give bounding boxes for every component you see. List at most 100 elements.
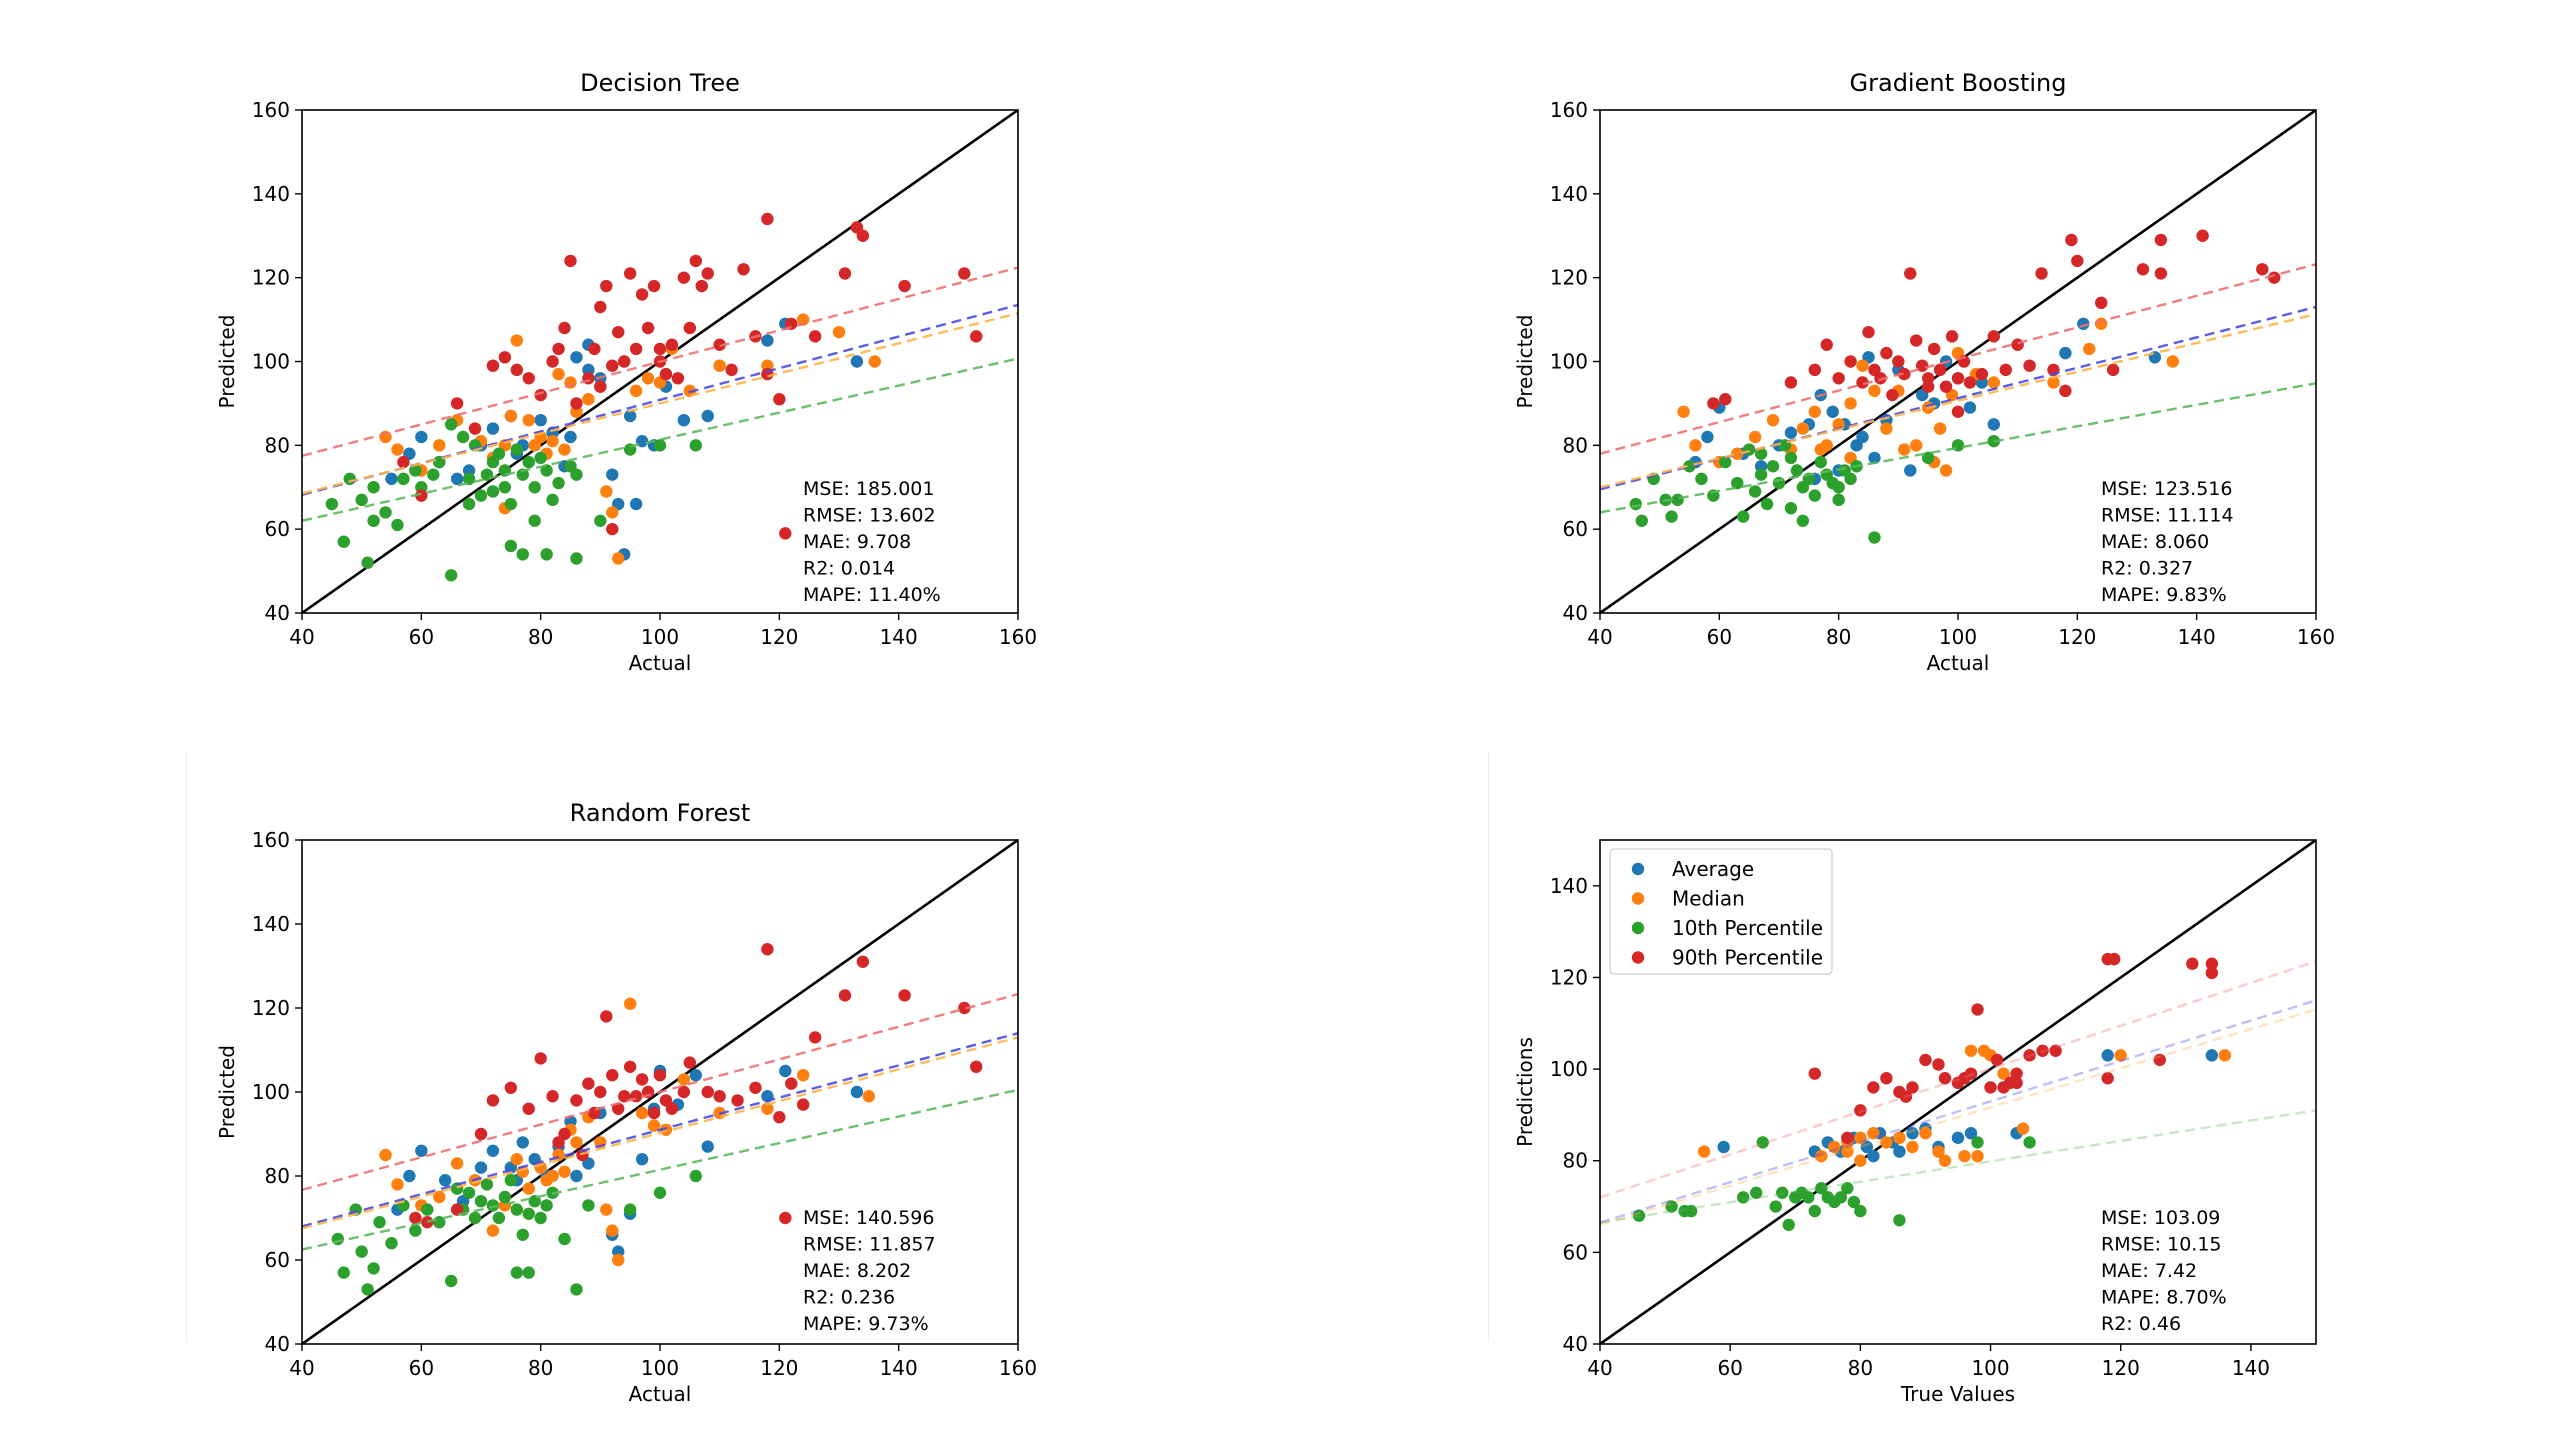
point-p90 <box>2196 229 2209 242</box>
point-p90 <box>594 380 607 393</box>
metric-text: RMSE: 11.114 <box>2101 505 2234 527</box>
point-median <box>612 552 625 565</box>
point-p10 <box>367 1262 380 1275</box>
point-average <box>1860 1140 1874 1154</box>
legend-marker-average <box>1631 862 1645 876</box>
point-p90 <box>486 1094 500 1107</box>
point-median <box>1880 422 1893 435</box>
point-p10 <box>1815 1182 1828 1195</box>
point-p90 <box>1841 1131 1854 1145</box>
x-axis-label: Actual <box>629 651 692 675</box>
point-median <box>2114 1049 2127 1062</box>
point-p10 <box>1635 514 1648 527</box>
point-p10 <box>1868 531 1881 544</box>
y-tick-label: 120 <box>252 996 290 1020</box>
legend-label-p90: 90th Percentile <box>1672 946 1823 970</box>
plot-frame <box>1599 839 2317 1345</box>
point-p10 <box>325 497 339 511</box>
point-median <box>1689 439 1702 452</box>
point-p90 <box>2023 1049 2036 1062</box>
point-average <box>689 1069 702 1082</box>
point-p10 <box>1802 1191 1815 1204</box>
point-p90 <box>1844 355 1857 368</box>
point-p10 <box>504 497 518 511</box>
point-p90 <box>1921 380 1935 393</box>
trendline-median <box>302 1036 1018 1230</box>
point-median <box>623 997 637 1010</box>
trendline-average <box>1600 305 2316 491</box>
point-p90 <box>564 254 577 268</box>
y-tick-label: 140 <box>1550 182 1588 206</box>
point-p90 <box>415 489 428 502</box>
point-average <box>516 1136 529 1149</box>
point-p10 <box>1784 502 1798 515</box>
metric-text: MAPE: 11.40% <box>803 584 941 606</box>
point-p90 <box>677 1085 691 1099</box>
point-p90 <box>522 372 535 385</box>
y-tick-label: 40 <box>1563 601 1588 625</box>
metric-text: MAE: 8.202 <box>803 1260 911 1282</box>
point-median <box>1919 1127 1932 1140</box>
point-p90 <box>486 359 500 372</box>
y-tick-label: 140 <box>252 182 290 206</box>
point-p90 <box>683 1056 697 1069</box>
y-tick-label: 160 <box>1550 98 1588 122</box>
point-p90 <box>1784 376 1798 389</box>
trendline-average <box>302 303 1018 496</box>
point-median <box>862 1090 876 1103</box>
point-p90 <box>737 263 750 276</box>
point-p10 <box>367 514 380 527</box>
point-p90 <box>665 1102 679 1116</box>
point-median <box>2047 376 2060 389</box>
point-median <box>1731 447 1744 460</box>
point-average <box>2101 1049 2114 1062</box>
point-p10 <box>516 548 529 561</box>
point-median <box>629 384 643 398</box>
point-p10 <box>409 464 422 477</box>
point-median <box>1808 405 1822 418</box>
point-p90 <box>725 363 738 377</box>
point-p90 <box>552 1136 565 1149</box>
point-average <box>1904 464 1917 477</box>
point-p90 <box>665 338 679 351</box>
point-p10 <box>1760 497 1774 511</box>
point-p90 <box>1984 1081 1997 1094</box>
y-tick-label: 80 <box>1563 433 1588 457</box>
point-p10 <box>1808 1204 1822 1218</box>
point-median <box>600 485 613 498</box>
point-p90 <box>898 279 911 293</box>
plot-data <box>302 840 1018 1344</box>
trendline-p90 <box>302 266 1018 457</box>
point-median <box>528 439 541 452</box>
point-p90 <box>1990 1053 2004 1067</box>
point-p10 <box>355 1245 368 1258</box>
point-average <box>403 1169 416 1183</box>
point-p90 <box>970 330 983 343</box>
point-p10 <box>1769 1200 1782 1213</box>
point-median <box>391 443 404 456</box>
x-tick-label: 140 <box>2178 625 2216 649</box>
point-p90 <box>1964 1067 1978 1080</box>
point-p90 <box>701 1085 714 1099</box>
trendline-p90 <box>1600 960 2316 1199</box>
point-p90 <box>1939 380 1953 393</box>
point-average <box>677 413 691 427</box>
point-p90 <box>534 388 547 402</box>
point-p10 <box>1782 1218 1795 1232</box>
point-p90 <box>623 1060 637 1074</box>
point-p10 <box>1719 455 1732 469</box>
point-median <box>570 1136 583 1149</box>
y-tick-label: 80 <box>265 1164 290 1188</box>
point-median <box>1933 422 1947 435</box>
point-p90 <box>761 212 774 226</box>
y-tick-label: 60 <box>1563 1240 1588 1264</box>
plot-data <box>1600 840 2316 1344</box>
point-average <box>385 472 398 486</box>
point-p90 <box>606 522 619 536</box>
point-p90 <box>2256 263 2269 276</box>
y-axis-label: Predicted <box>215 1045 239 1139</box>
point-p90 <box>713 338 726 351</box>
x-tick-label: 100 <box>1971 1356 2009 1380</box>
point-p90 <box>2205 957 2219 970</box>
point-p10 <box>570 468 583 481</box>
